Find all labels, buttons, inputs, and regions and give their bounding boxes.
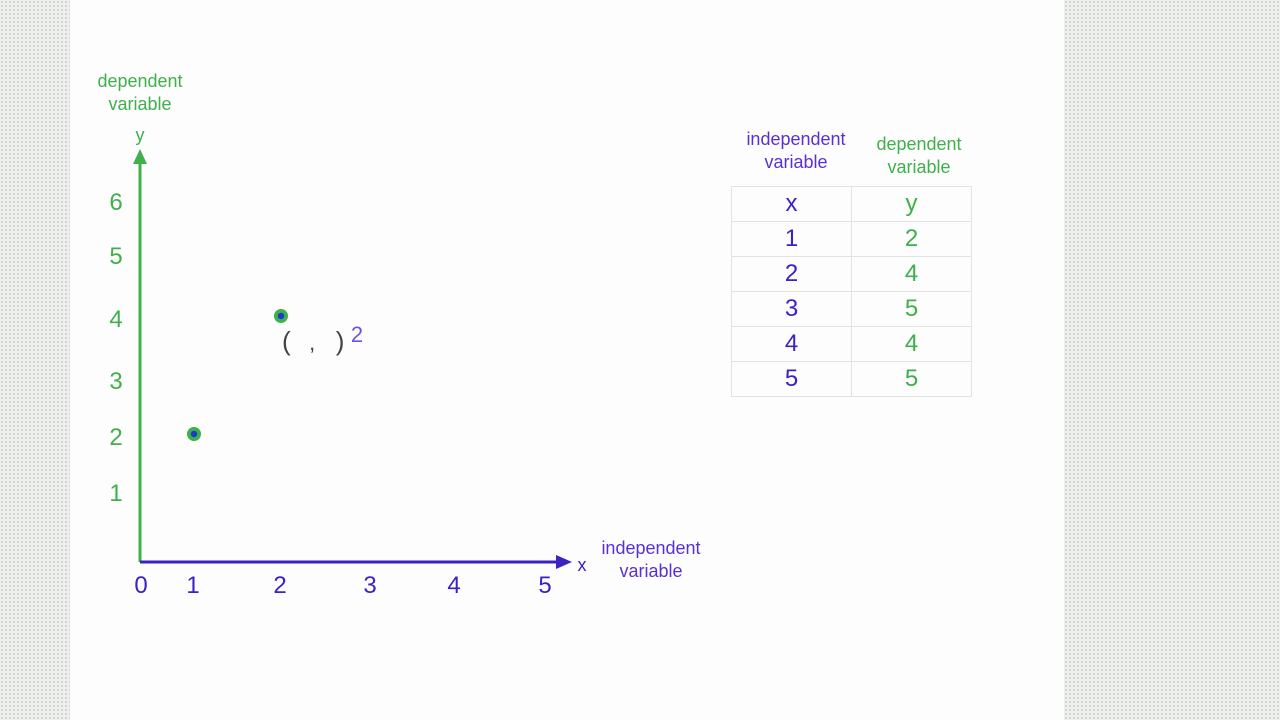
table-header-x: x bbox=[731, 186, 852, 222]
table-cell-x: 2 bbox=[731, 256, 852, 292]
annotation-close-paren: ) bbox=[335, 326, 345, 356]
y-tick-label: 5 bbox=[109, 243, 122, 270]
annotation-open-paren: ( bbox=[282, 326, 291, 356]
x-tick-label: 4 bbox=[447, 572, 460, 599]
y-tick-label: 3 bbox=[109, 368, 122, 395]
y-axis-arrowhead bbox=[133, 149, 147, 164]
y-tick-label: 2 bbox=[109, 424, 122, 451]
x-tick-label: 0 bbox=[134, 572, 147, 599]
x-tick-label: 3 bbox=[363, 572, 376, 599]
data-point bbox=[277, 312, 285, 320]
table-cell-y: 4 bbox=[851, 326, 972, 362]
table-cell-y: 4 bbox=[851, 256, 972, 292]
table-header-row: x y bbox=[731, 186, 972, 222]
x-tick-label: 2 bbox=[273, 572, 286, 599]
table-header-y: y bbox=[851, 186, 972, 222]
table-cell-y: 5 bbox=[851, 361, 972, 397]
x-tick-label: 5 bbox=[538, 572, 551, 599]
annotation-exponent: 2 bbox=[350, 322, 364, 347]
y-tick-label: 1 bbox=[109, 480, 122, 507]
point-annotation: ( , ) 2 bbox=[282, 322, 363, 357]
data-point bbox=[190, 430, 198, 438]
x-tick-label: 1 bbox=[186, 572, 199, 599]
x-axis-arrowhead bbox=[556, 555, 572, 569]
x-axis-caption: independent variable bbox=[601, 538, 701, 582]
table-cell-x: 4 bbox=[731, 326, 852, 362]
y-axis-caption: dependent variable bbox=[97, 71, 183, 115]
table-y-caption: dependent variable bbox=[876, 134, 962, 178]
table-cell-x: 1 bbox=[731, 221, 852, 257]
y-tick-label: 4 bbox=[109, 306, 122, 333]
table-cell-y: 2 bbox=[851, 221, 972, 257]
table-cell-x: 3 bbox=[731, 291, 852, 327]
table-cell-y: 5 bbox=[851, 291, 972, 327]
annotation-comma: , bbox=[309, 330, 316, 355]
table-x-caption: independent variable bbox=[746, 129, 846, 173]
y-axis-symbol: y bbox=[136, 125, 145, 145]
y-tick-label: 6 bbox=[109, 189, 122, 216]
table-cell-x: 5 bbox=[731, 361, 852, 397]
x-axis-symbol: x bbox=[578, 555, 587, 575]
